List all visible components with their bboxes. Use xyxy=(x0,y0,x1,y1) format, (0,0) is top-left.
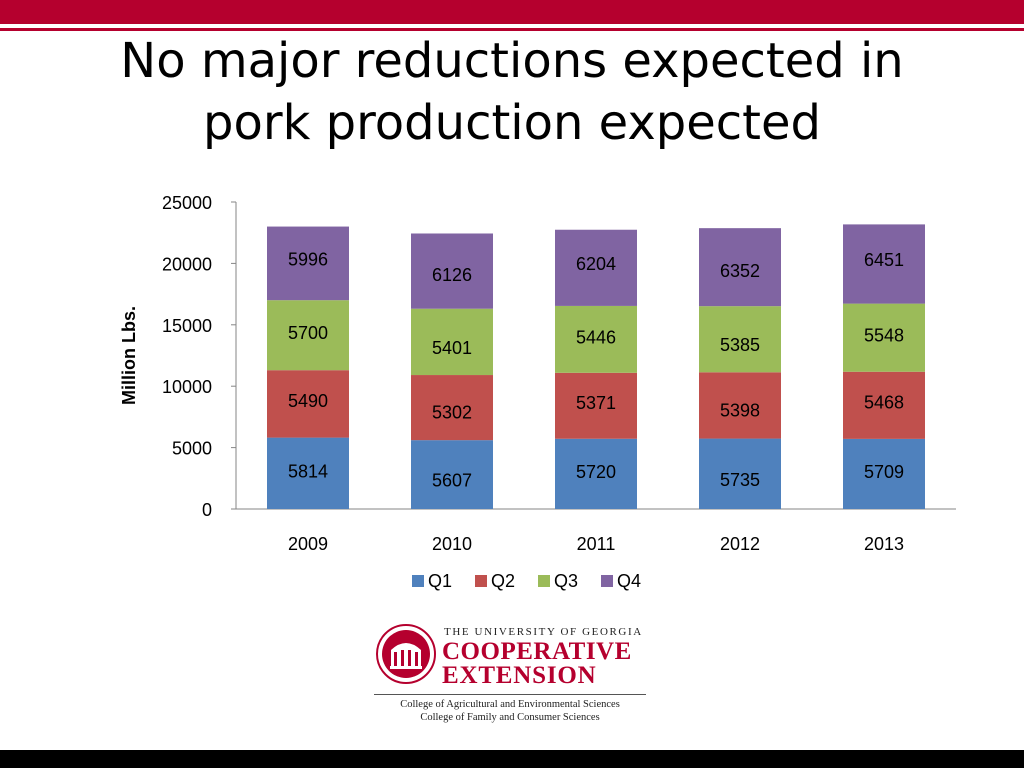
data-label: 5548 xyxy=(864,326,904,346)
data-label: 5720 xyxy=(576,462,616,482)
slide-title-line-2: pork production expected xyxy=(203,95,821,151)
logo-college-1: College of Agricultural and Environmenta… xyxy=(400,699,620,710)
data-label: 5735 xyxy=(720,470,760,490)
bar-q2-2012 xyxy=(699,372,781,439)
data-label: 5996 xyxy=(288,249,328,269)
y-tick-label: 20000 xyxy=(162,254,212,274)
legend-label-q2: Q2 xyxy=(491,571,515,591)
y-tick-label: 0 xyxy=(202,500,212,520)
top-rule xyxy=(0,28,1024,31)
x-tick-label: 2010 xyxy=(432,534,472,554)
bar-q1-2010 xyxy=(411,440,493,509)
legend-swatch-q3 xyxy=(538,575,550,587)
bar-q4-2012 xyxy=(699,228,781,307)
logo-cooperative: COOPERATIVE xyxy=(442,638,632,665)
stacked-bar-chart: 0 5000 10000 15000 20000 25000 Million Lbs. 581… xyxy=(119,193,956,591)
x-tick-label: 2012 xyxy=(720,534,760,554)
data-label: 6204 xyxy=(576,254,616,274)
logo-university: THE UNIVERSITY OF GEORGIA xyxy=(444,626,643,638)
data-label: 5814 xyxy=(288,461,328,481)
logo-divider xyxy=(374,694,646,695)
y-tick-label: 5000 xyxy=(172,439,212,459)
y-tick-label: 25000 xyxy=(162,193,212,213)
bar-q3-2012 xyxy=(699,306,781,373)
bar-q4-2010 xyxy=(411,233,493,309)
data-label: 5371 xyxy=(576,393,616,413)
data-label: 5385 xyxy=(720,335,760,355)
bar-q2-2009 xyxy=(267,370,349,438)
y-axis-title: Million Lbs. xyxy=(119,306,139,405)
data-label: 6126 xyxy=(432,265,472,285)
data-label: 6451 xyxy=(864,250,904,270)
bar-q1-2013 xyxy=(843,438,925,509)
legend-label-q1: Q1 xyxy=(428,571,452,591)
slide-title-line-1: No major reductions expected in xyxy=(120,33,904,89)
bottom-banner xyxy=(0,750,1024,768)
bar-q3-2009 xyxy=(267,300,349,371)
bar-q2-2013 xyxy=(843,371,925,439)
bar-q2-2011 xyxy=(555,372,637,439)
slide-title: No major reductions expected in pork pro… xyxy=(0,30,1024,154)
x-tick-label: 2009 xyxy=(288,534,328,554)
data-label: 5607 xyxy=(432,471,472,491)
bar-q1-2011 xyxy=(555,438,637,509)
arch-seal-icon xyxy=(376,624,436,684)
data-label: 5700 xyxy=(288,323,328,343)
bar-q1-2009 xyxy=(267,437,349,509)
x-tick-label: 2011 xyxy=(577,534,616,554)
bar-q3-2011 xyxy=(555,305,637,373)
bar-q2-2010 xyxy=(411,375,493,441)
data-label: 5446 xyxy=(576,327,616,347)
x-tick-label: 2013 xyxy=(864,534,904,554)
data-label: 5302 xyxy=(432,403,472,423)
logo-extension: EXTENSION xyxy=(442,662,597,689)
bar-q3-2013 xyxy=(843,303,925,372)
data-label: 5398 xyxy=(720,400,760,420)
legend-swatch-q1 xyxy=(412,575,424,587)
data-label: 5709 xyxy=(864,462,904,482)
data-label: 6352 xyxy=(720,261,760,281)
y-tick-label: 10000 xyxy=(162,377,212,397)
data-label: 5401 xyxy=(432,338,472,358)
bar-q3-2010 xyxy=(411,308,493,376)
legend-swatch-q2 xyxy=(475,575,487,587)
top-banner xyxy=(0,0,1024,24)
data-label: 5468 xyxy=(864,392,904,412)
logo-college-2: College of Family and Consumer Sciences xyxy=(420,712,600,723)
bar-q4-2009 xyxy=(267,226,349,301)
legend-label-q4: Q4 xyxy=(617,571,641,591)
legend-swatch-q4 xyxy=(601,575,613,587)
data-label: 5490 xyxy=(288,391,328,411)
y-tick-label: 15000 xyxy=(162,316,212,336)
bar-q4-2011 xyxy=(555,229,637,306)
bar-q4-2013 xyxy=(843,224,925,304)
legend-label-q3: Q3 xyxy=(554,571,578,591)
bar-q1-2012 xyxy=(699,438,781,509)
uga-extension-logo: THE UNIVERSITY OF GEORGIA COOPERATIVE EX… xyxy=(372,620,652,730)
